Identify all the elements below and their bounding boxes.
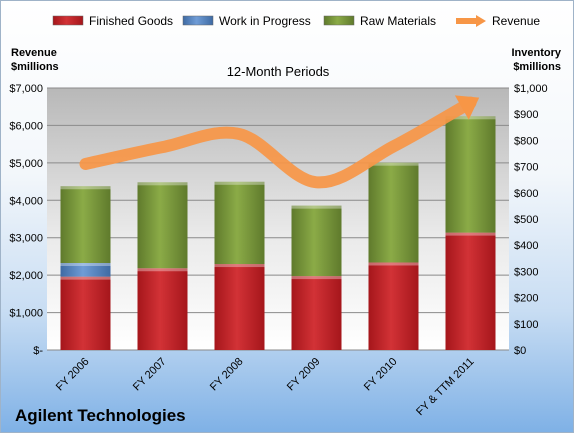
right-tick-label: $700: [514, 162, 538, 174]
category-label: FY 2006: [54, 356, 92, 394]
right-tick-label: $200: [514, 293, 538, 305]
right-tick-label: $900: [514, 109, 538, 121]
left-tick-label: $5,000: [9, 158, 43, 170]
bar-finished-goods: [137, 268, 188, 350]
bar-work-in-progress: [60, 263, 111, 277]
revenue-line: [79, 96, 477, 189]
bar-cap: [137, 268, 188, 272]
left-tick-label: $2,000: [9, 270, 43, 282]
bar-cap: [291, 276, 342, 280]
bar-raw-materials: [214, 181, 265, 265]
left-tick-label: $4,000: [9, 195, 43, 207]
bar-cap: [445, 232, 496, 236]
bar-raw-materials: [445, 116, 496, 233]
category-label: FY 2008: [208, 356, 246, 394]
legend-label: Finished Goods: [89, 14, 173, 28]
bar-cap: [60, 276, 111, 280]
left-tick-label: $-: [33, 345, 43, 357]
bar-cap: [137, 182, 188, 186]
legend-swatch: [52, 15, 84, 26]
bar-raw-materials: [291, 205, 342, 277]
bar-raw-materials: [60, 186, 111, 264]
bar-cap: [368, 162, 419, 166]
bar-cap: [60, 263, 111, 267]
bar-finished-goods: [291, 276, 342, 350]
legend-swatch: [182, 15, 214, 26]
legend-label: Work in Progress: [219, 14, 311, 28]
right-axis-label: $millions: [513, 61, 561, 73]
right-tick-label: $400: [514, 240, 538, 252]
chart-title: 12-Month Periods: [227, 64, 330, 79]
legend-label: Revenue: [492, 14, 540, 28]
legend-swatch: [323, 15, 355, 26]
right-axis-label: Inventory: [511, 47, 561, 59]
category-label: FY 2010: [362, 356, 400, 394]
right-tick-label: $100: [514, 319, 538, 331]
category-label: FY 2007: [131, 356, 169, 394]
legend-arrow-swatch: [476, 15, 486, 27]
bar-finished-goods: [368, 262, 419, 350]
right-tick-label: $1,000: [514, 83, 548, 95]
company-name: Agilent Technologies: [15, 406, 186, 425]
bar-cap: [368, 262, 419, 266]
bar-cap: [291, 205, 342, 209]
right-tick-label: $300: [514, 266, 538, 278]
bar-finished-goods: [445, 232, 496, 350]
right-tick-label: $600: [514, 188, 538, 200]
category-label: FY & TTM 2011: [414, 356, 477, 419]
legend-label: Raw Materials: [360, 14, 436, 28]
bar-finished-goods: [214, 264, 265, 350]
category-label: FY 2009: [285, 356, 323, 394]
bar-cap: [445, 116, 496, 120]
left-axis-label: Revenue: [11, 47, 57, 59]
right-tick-label: $0: [514, 345, 526, 357]
left-tick-label: $7,000: [9, 83, 43, 95]
left-axis-label: $millions: [11, 61, 59, 73]
bar-cap: [214, 264, 265, 268]
right-tick-label: $500: [514, 214, 538, 226]
left-tick-label: $6,000: [9, 120, 43, 132]
left-tick-label: $1,000: [9, 308, 43, 320]
bar-raw-materials: [137, 182, 188, 269]
revenue-arrowhead: [454, 95, 480, 120]
bar-cap: [214, 181, 265, 185]
bar-finished-goods: [60, 276, 111, 350]
bar-cap: [60, 186, 111, 190]
right-tick-label: $800: [514, 135, 538, 147]
left-tick-label: $3,000: [9, 233, 43, 245]
bar-raw-materials: [368, 162, 419, 263]
